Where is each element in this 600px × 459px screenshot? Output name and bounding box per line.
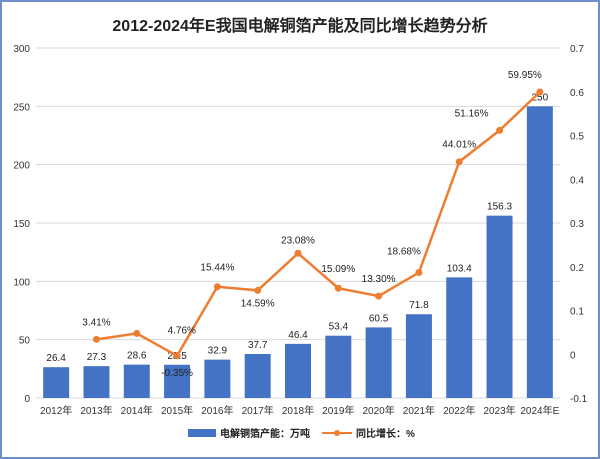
bar-label: 37.7 <box>248 340 268 351</box>
legend-line-label: 同比增长：% <box>356 427 415 440</box>
x-tick-label: 2023年 <box>483 404 515 417</box>
right-tick-label: 0.7 <box>570 44 584 55</box>
left-tick-label: 50 <box>19 336 31 347</box>
bar <box>325 335 352 398</box>
bar-label: 156.3 <box>487 202 512 213</box>
growth-label: 59.95% <box>508 70 542 81</box>
growth-point <box>254 286 262 294</box>
growth-label: 15.44% <box>200 263 234 274</box>
bar <box>446 277 473 398</box>
bar-label: 28.6 <box>127 351 147 362</box>
left-tick-label: 150 <box>13 219 30 230</box>
bar <box>43 367 70 398</box>
growth-point <box>334 284 342 292</box>
bar-label: 27.3 <box>87 352 107 363</box>
bar <box>244 354 271 398</box>
growth-label: 13.30% <box>362 274 396 285</box>
right-tick-label: 0 <box>570 350 576 361</box>
growth-point <box>375 292 383 300</box>
bar <box>526 106 553 398</box>
x-tick-label: 2018年 <box>282 404 314 417</box>
bar <box>486 215 513 398</box>
growth-point <box>294 249 302 257</box>
growth-label: 3.41% <box>82 317 110 328</box>
right-tick-label: 0.1 <box>570 307 584 318</box>
growth-label: 23.08% <box>281 235 315 246</box>
x-tick-label: 2022年 <box>443 404 475 417</box>
right-tick-label: 0.5 <box>570 132 584 143</box>
growth-label: 14.59% <box>241 298 275 309</box>
bar-label: 60.5 <box>369 313 389 324</box>
left-tick-label: 100 <box>13 277 30 288</box>
bar-label: 32.9 <box>208 346 228 357</box>
legend-bar-swatch <box>188 429 216 437</box>
bar-label: 71.8 <box>409 300 429 311</box>
legend-bar-label: 电解铜箔产能：万吨 <box>220 427 310 440</box>
growth-point <box>455 158 463 166</box>
bar <box>285 343 311 398</box>
x-tick-label: 2019年 <box>322 404 354 417</box>
growth-point <box>415 269 423 277</box>
growth-label: -0.35% <box>161 368 193 379</box>
growth-point <box>173 352 181 360</box>
bar-label: 53.4 <box>329 322 349 333</box>
x-tick-label: 2013年 <box>80 404 112 417</box>
x-tick-label: 2016年 <box>201 404 233 417</box>
bar <box>123 364 150 398</box>
growth-point <box>496 126 504 134</box>
right-tick-label: -0.1 <box>570 394 588 405</box>
bar-label: 46.4 <box>288 330 308 341</box>
bar <box>164 364 191 398</box>
bar <box>83 366 110 398</box>
growth-point <box>213 283 221 291</box>
right-tick-label: 0.4 <box>570 175 584 186</box>
growth-line <box>96 91 541 358</box>
growth-label: 51.16% <box>455 108 489 119</box>
growth-point <box>536 88 544 96</box>
x-tick-label: 2015年 <box>161 404 193 417</box>
growth-label: 4.76% <box>168 325 196 336</box>
x-tick-label: 2017年 <box>242 404 274 417</box>
bar-label: 103.4 <box>447 263 472 274</box>
legend-line-marker <box>334 430 340 436</box>
left-tick-label: 200 <box>13 161 30 172</box>
bar <box>365 327 392 398</box>
bar-label: 26.4 <box>46 353 66 364</box>
x-tick-label: 2012年 <box>40 404 72 417</box>
left-tick-label: 250 <box>13 102 30 113</box>
bar <box>405 314 432 398</box>
chart-title: 2012-2024年E我国电解铜箔产能及同比增长趋势分析 <box>112 18 488 35</box>
x-tick-label: 2024年E <box>520 404 559 417</box>
bar <box>204 359 231 398</box>
growth-label: 15.09% <box>321 264 355 275</box>
x-tick-label: 2020年 <box>362 404 394 417</box>
left-tick-label: 300 <box>13 44 30 55</box>
right-tick-label: 0.3 <box>570 219 584 230</box>
x-tick-label: 2021年 <box>403 404 435 417</box>
x-tick-label: 2014年 <box>121 404 153 417</box>
growth-label: 44.01% <box>442 140 476 151</box>
right-tick-label: 0.2 <box>570 263 584 274</box>
left-tick-label: 0 <box>24 394 30 405</box>
growth-point <box>133 329 141 337</box>
growth-point <box>92 335 100 343</box>
bar-label: 250 <box>532 92 549 103</box>
right-tick-label: 0.6 <box>570 88 584 99</box>
growth-label: 18.68% <box>387 247 421 258</box>
